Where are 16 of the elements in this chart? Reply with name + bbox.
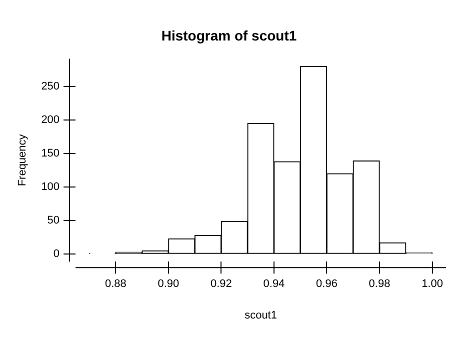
x-tick-label: 0.88 <box>104 278 126 290</box>
y-axis-title: Frequency <box>16 134 29 186</box>
x-tick-label: 0.98 <box>368 278 390 290</box>
x-tick-label: 0.94 <box>263 278 285 290</box>
y-tick-label: 0 <box>53 248 60 260</box>
y-tick-label: 100 <box>41 181 60 194</box>
chart-title: Histogram of scout1 <box>161 27 297 44</box>
x-tick-label: 0.90 <box>158 278 180 290</box>
x-tick-label: 0.92 <box>210 278 232 290</box>
y-tick-label: 250 <box>41 80 60 92</box>
x-axis-title: scout1 <box>244 309 277 322</box>
x-tick-label: 1.00 <box>422 278 443 290</box>
x-tick-label: 0.96 <box>316 278 338 290</box>
y-tick-label: 150 <box>41 148 60 160</box>
y-tick-label: 200 <box>41 114 60 126</box>
y-tick-label: 50 <box>47 214 60 227</box>
